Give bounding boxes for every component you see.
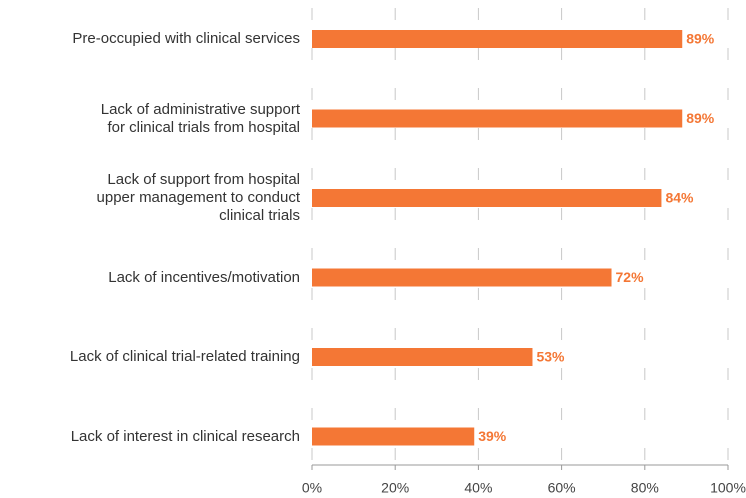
- category-label: Lack of interest in clinical research: [70, 427, 300, 445]
- category-label: Pre-occupied with clinical services: [72, 30, 300, 47]
- category-label: Lack of administrative support for clini…: [100, 100, 300, 136]
- bar: [312, 109, 683, 128]
- value-label: 39%: [478, 428, 507, 444]
- category-label: Lack of incentives/motivation: [108, 268, 300, 286]
- bar: [312, 427, 475, 446]
- value-label: 72%: [616, 269, 645, 285]
- value-label: 89%: [686, 31, 715, 47]
- x-tick-label: 80%: [631, 480, 659, 496]
- x-tick-label: 0%: [302, 480, 322, 496]
- category-label: Lack of clinical trial-related training: [69, 348, 300, 365]
- category-label: Lack of support from hospital upper mana…: [96, 171, 300, 224]
- value-label: 89%: [686, 110, 715, 126]
- bar: [312, 268, 612, 287]
- value-label: 84%: [665, 190, 694, 206]
- bar: [312, 348, 533, 366]
- x-tick-label: 40%: [464, 480, 492, 496]
- value-label: 53%: [536, 349, 565, 365]
- bar: [312, 30, 683, 48]
- x-tick-label: 100%: [710, 480, 746, 496]
- x-tick-label: 20%: [381, 480, 409, 496]
- bar: [312, 189, 662, 207]
- x-tick-label: 60%: [548, 480, 576, 496]
